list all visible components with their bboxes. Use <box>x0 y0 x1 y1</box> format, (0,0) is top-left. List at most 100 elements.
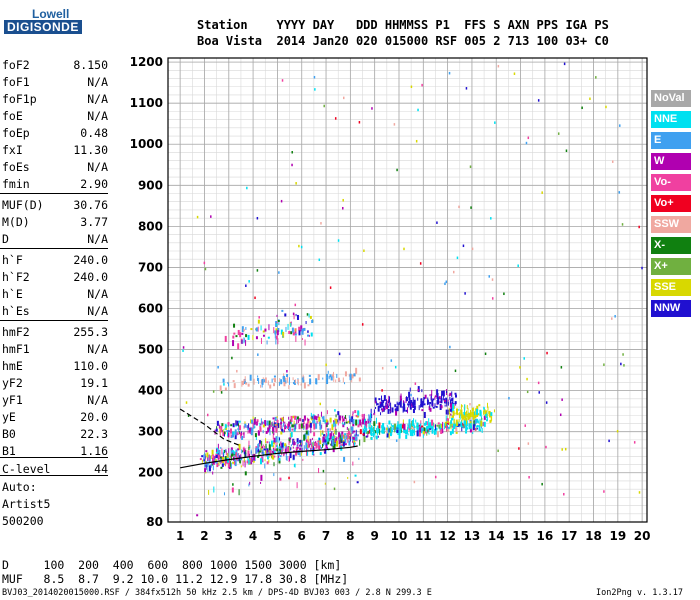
data-point <box>472 411 475 415</box>
data-point <box>262 334 265 337</box>
noise-point <box>513 72 516 75</box>
data-point <box>285 444 287 451</box>
x-tick-label: 19 <box>609 529 626 543</box>
data-point <box>436 389 439 396</box>
data-point <box>257 326 259 332</box>
data-point <box>253 378 255 385</box>
data-point <box>357 419 359 426</box>
data-point <box>362 433 365 436</box>
chart-points <box>182 62 643 517</box>
data-point <box>310 412 312 419</box>
data-point <box>382 399 385 403</box>
data-point <box>317 443 320 450</box>
data-point <box>289 457 291 461</box>
noise-point <box>361 323 364 326</box>
noise-point <box>334 409 336 412</box>
data-point <box>261 449 264 452</box>
data-point <box>274 378 277 383</box>
data-point <box>222 431 225 437</box>
data-point <box>377 425 380 431</box>
data-point <box>321 443 323 448</box>
data-point <box>352 411 354 415</box>
data-point <box>305 442 308 449</box>
data-point <box>445 422 447 427</box>
noise-point <box>232 483 234 486</box>
data-point <box>301 338 303 341</box>
param-name: MUF(D) <box>2 198 44 212</box>
noise-point <box>448 71 451 75</box>
data-point <box>266 420 269 426</box>
data-point <box>253 454 256 461</box>
data-point <box>373 421 376 427</box>
noise-point <box>341 415 344 419</box>
noise-point <box>545 401 548 404</box>
data-point <box>214 459 217 462</box>
data-point <box>385 399 387 402</box>
data-point <box>322 436 325 443</box>
data-point <box>282 331 285 338</box>
data-point <box>237 329 240 335</box>
data-point <box>386 428 389 431</box>
data-point <box>490 412 493 417</box>
data-point <box>317 413 319 418</box>
data-point <box>402 406 404 413</box>
data-point <box>283 375 286 382</box>
data-point <box>452 424 455 430</box>
data-point <box>388 432 390 439</box>
data-point <box>267 427 270 433</box>
data-point <box>261 440 263 446</box>
data-point <box>283 430 285 433</box>
data-point <box>467 420 469 427</box>
data-point <box>461 415 463 422</box>
data-point <box>408 403 410 408</box>
header-row-1: Station YYYY DAY DDD HHMMSS P1 FFS S AXN… <box>197 18 609 32</box>
data-point <box>386 400 388 407</box>
x-tick-label: 15 <box>512 529 529 543</box>
noise-point <box>490 217 492 220</box>
noise-point <box>381 389 383 392</box>
data-point <box>355 429 357 435</box>
data-point <box>294 333 297 336</box>
trace-curve <box>180 445 358 469</box>
data-point <box>205 464 207 470</box>
data-point <box>412 409 415 414</box>
noise-point <box>206 413 209 417</box>
data-point <box>476 408 479 415</box>
logo-lowell: Lowell <box>32 7 70 21</box>
data-point <box>283 381 286 387</box>
data-point <box>439 423 441 426</box>
data-point <box>435 427 438 431</box>
data-point <box>290 432 293 438</box>
data-point <box>276 445 278 450</box>
x-tick-label: 4 <box>249 529 257 543</box>
noise-point <box>329 286 332 289</box>
data-point <box>296 444 298 449</box>
data-point <box>333 443 336 449</box>
noise-point <box>528 475 530 479</box>
noise-point <box>210 215 212 218</box>
data-point <box>335 418 338 424</box>
data-point <box>353 430 356 433</box>
param-name: yF2 <box>2 376 23 390</box>
data-point <box>212 454 214 461</box>
data-point <box>383 426 385 431</box>
data-point <box>221 448 223 455</box>
data-point <box>283 422 285 427</box>
data-point <box>465 414 467 419</box>
data-point <box>417 397 419 401</box>
data-point <box>417 424 420 430</box>
noise-point <box>491 297 494 300</box>
x-tick-label: 8 <box>346 529 354 543</box>
data-point <box>386 400 388 405</box>
data-point <box>394 423 397 430</box>
data-point <box>331 436 334 442</box>
data-point <box>429 403 431 410</box>
data-point <box>483 410 485 416</box>
data-point <box>287 323 289 330</box>
noise-point <box>494 121 496 124</box>
data-point <box>331 374 333 377</box>
data-point <box>296 438 299 444</box>
data-point <box>259 442 261 446</box>
data-point <box>283 444 285 449</box>
